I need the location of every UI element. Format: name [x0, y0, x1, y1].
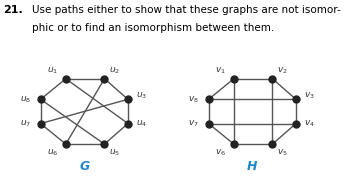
Text: $v_{4}$: $v_{4}$	[304, 118, 315, 129]
Text: Use paths either to show that these graphs are not isomor-: Use paths either to show that these grap…	[32, 5, 340, 15]
Text: $u_{5}$: $u_{5}$	[109, 147, 120, 158]
Text: phic or to find an isomorphism between them.: phic or to find an isomorphism between t…	[32, 23, 274, 33]
Text: $v_{7}$: $v_{7}$	[188, 118, 199, 129]
Text: $v_{2}$: $v_{2}$	[277, 65, 288, 75]
Text: $v_{1}$: $v_{1}$	[215, 65, 226, 75]
Text: $u_{2}$: $u_{2}$	[109, 65, 120, 75]
Text: $u_{4}$: $u_{4}$	[136, 118, 147, 129]
Text: $u_{7}$: $u_{7}$	[20, 118, 31, 129]
Text: $v_{5}$: $v_{5}$	[277, 147, 288, 158]
Text: 21.: 21.	[4, 5, 23, 15]
Text: $v_{3}$: $v_{3}$	[304, 90, 315, 101]
Text: $v_{6}$: $v_{6}$	[215, 147, 226, 158]
Text: H: H	[247, 160, 258, 173]
Text: $u_{1}$: $u_{1}$	[47, 65, 58, 75]
Text: G: G	[79, 160, 89, 173]
Text: $u_{8}$: $u_{8}$	[20, 94, 31, 104]
Text: $u_{6}$: $u_{6}$	[47, 147, 58, 158]
Text: $u_{3}$: $u_{3}$	[136, 90, 147, 101]
Text: $v_{8}$: $v_{8}$	[188, 94, 199, 104]
